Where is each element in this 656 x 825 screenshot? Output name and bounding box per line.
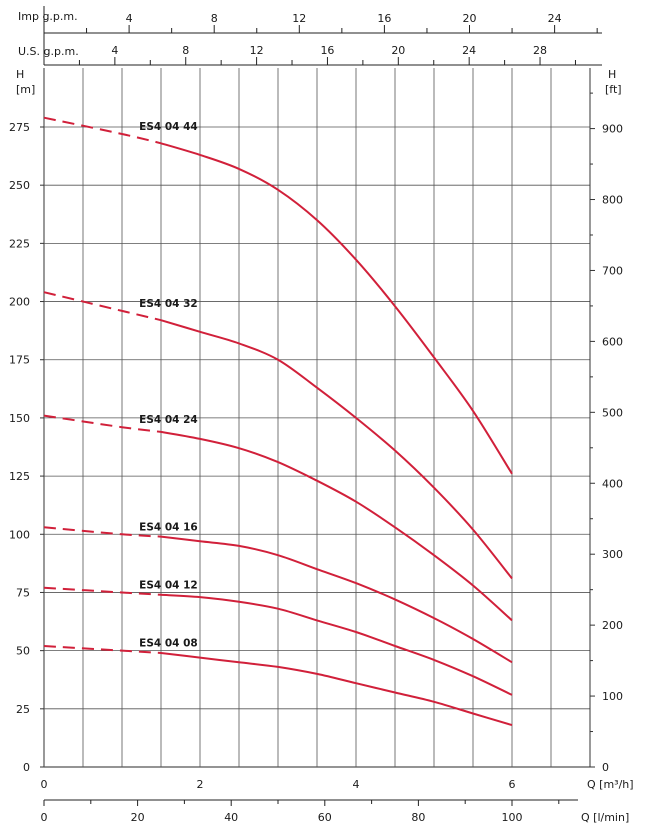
ft-tick-label: 0 xyxy=(602,761,609,774)
y-left-label-unit: [m] xyxy=(16,83,35,96)
curve-dashed-es4-04-12 xyxy=(43,586,162,596)
y-tick-label: 150 xyxy=(9,412,30,425)
ft-tick-label: 300 xyxy=(602,548,623,561)
lmin-tick-label: 0 xyxy=(41,811,48,824)
y-tick-label: 200 xyxy=(9,296,30,309)
ft-tick-label: 900 xyxy=(602,123,623,136)
chart-grid xyxy=(43,68,591,768)
series-label-es4-04-44: ES4 04 44 xyxy=(139,121,198,133)
series-label-es4-04-32: ES4 04 32 xyxy=(139,298,198,310)
x2-axis-unit-label: Q [l/min] xyxy=(581,811,629,824)
ft-tick-label: 100 xyxy=(602,690,623,703)
y-right-label-unit: [ft] xyxy=(605,83,622,96)
series-label-es4-04-24: ES4 04 24 xyxy=(139,414,198,426)
lmin-tick-label: 80 xyxy=(411,811,425,824)
lmin-tick-label: 100 xyxy=(501,811,522,824)
lmin-tick-label: 60 xyxy=(318,811,332,824)
lmin-tick-label: 40 xyxy=(224,811,238,824)
y-tick-label: 25 xyxy=(16,703,30,716)
series-label-es4-04-16: ES4 04 16 xyxy=(139,521,198,533)
curve-es4-04-08 xyxy=(160,652,513,727)
y-tick-label: 0 xyxy=(23,761,30,774)
us-gpm-label: U.S. g.p.m. xyxy=(18,45,79,58)
us-tick-label: 8 xyxy=(182,44,189,57)
y-tick-label: 75 xyxy=(16,586,30,599)
axis-labels: 0255075100125150175200225250275010020030… xyxy=(9,92,623,824)
curve-dashed-es4-04-32 xyxy=(43,291,162,322)
y-tick-label: 125 xyxy=(9,470,30,483)
imp-tick-label: 24 xyxy=(548,12,562,25)
x-tick-label: 0 xyxy=(41,778,48,791)
y-left-label-h: H xyxy=(16,68,24,81)
ft-tick-label: 800 xyxy=(602,194,623,207)
curve-dashed-es4-04-08 xyxy=(43,645,162,654)
us-tick-label: 16 xyxy=(320,44,334,57)
top-flow-axes: 4 8 12 16 20 24 4 8 12 16 20 24 28 xyxy=(43,6,602,66)
y-tick-label: 175 xyxy=(9,354,30,367)
imp-tick-label: 4 xyxy=(126,12,133,25)
y-right-label-h: H xyxy=(608,68,616,81)
y-tick-label: 50 xyxy=(16,645,30,658)
us-tick-label: 24 xyxy=(462,44,476,57)
x-axis-unit-label: Q [m³/h] xyxy=(587,778,634,791)
curve-es4-04-12 xyxy=(160,593,513,696)
us-tick-label: 4 xyxy=(111,44,118,57)
series-label-es4-04-08: ES4 04 08 xyxy=(139,638,198,650)
lmin-tick-label: 20 xyxy=(131,811,145,824)
curve-es4-04-16 xyxy=(160,535,513,664)
ft-tick-label: 200 xyxy=(602,619,623,632)
ft-tick-label: 500 xyxy=(602,406,623,419)
y-tick-label: 275 xyxy=(9,121,30,134)
y-tick-label: 225 xyxy=(9,237,30,250)
y-tick-label: 250 xyxy=(9,179,30,192)
curve-dashed-es4-04-44 xyxy=(43,116,162,145)
series-label-es4-04-12: ES4 04 12 xyxy=(139,579,198,591)
us-tick-label: 20 xyxy=(391,44,405,57)
ft-tick-label: 700 xyxy=(602,264,623,277)
x-tick-label: 6 xyxy=(509,778,516,791)
curve-es4-04-32 xyxy=(160,319,513,580)
us-tick-label: 28 xyxy=(533,44,547,57)
imp-tick-label: 12 xyxy=(292,12,306,25)
ft-tick-label: 600 xyxy=(602,335,623,348)
curve-dashed-es4-04-16 xyxy=(43,526,162,538)
imp-gpm-label: Imp g.p.m. xyxy=(18,10,78,23)
imp-tick-label: 8 xyxy=(211,12,218,25)
ft-tick-label: 400 xyxy=(602,477,623,490)
imp-tick-label: 16 xyxy=(377,12,391,25)
series-curves: ES4 04 44 ES4 04 32 ES4 04 24 ES4 04 16 ES4 … xyxy=(43,116,513,727)
curve-dashed-es4-04-24 xyxy=(43,414,162,433)
curve-es4-04-44 xyxy=(160,142,513,475)
imp-tick-label: 20 xyxy=(463,12,477,25)
us-tick-label: 12 xyxy=(250,44,264,57)
x-tick-label: 2 xyxy=(197,778,204,791)
y-tick-label: 100 xyxy=(9,528,30,541)
curve-es4-04-24 xyxy=(160,430,513,622)
x-tick-label: 4 xyxy=(353,778,360,791)
